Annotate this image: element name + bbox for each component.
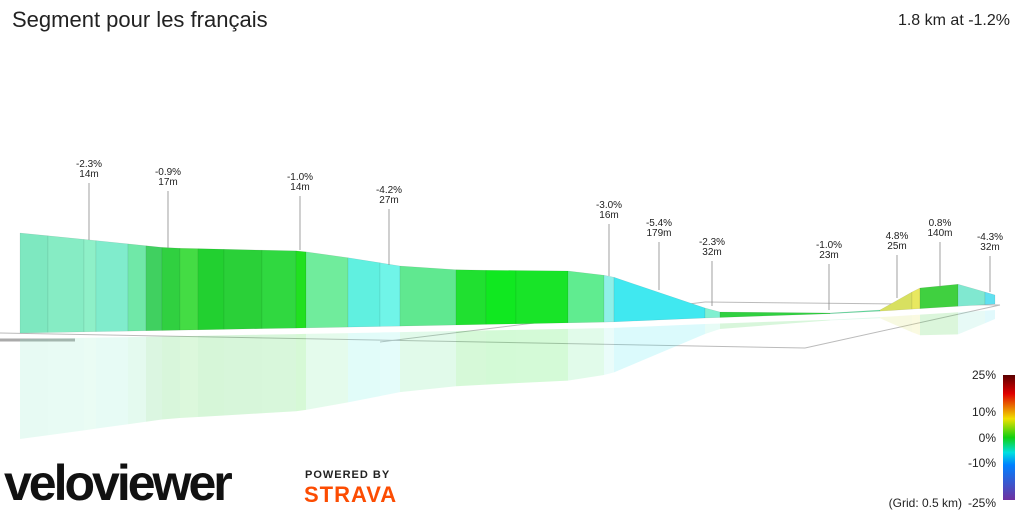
reflection-slice bbox=[912, 314, 920, 336]
summary: 1.8 km at -1.2% bbox=[898, 12, 1010, 29]
annotation-length: 16m bbox=[599, 210, 618, 221]
annotation-grade: 4.8% bbox=[886, 231, 909, 242]
profile-slice bbox=[295, 250, 307, 329]
profile-slice bbox=[347, 257, 381, 328]
reflection-slice bbox=[920, 312, 958, 336]
profile-slice bbox=[567, 270, 605, 324]
annotation-length: 140m bbox=[927, 228, 952, 239]
profile-slice bbox=[305, 251, 349, 329]
annotation-grade: -1.0% bbox=[816, 240, 842, 251]
reflection-slice bbox=[880, 315, 912, 333]
reflection-slice bbox=[84, 337, 96, 431]
profile-slice bbox=[719, 311, 831, 318]
profile-slice bbox=[19, 232, 49, 334]
annotation-grade: -0.9% bbox=[155, 167, 181, 178]
profile-slice bbox=[515, 270, 569, 325]
grid-note: (Grid: 0.5 km) bbox=[889, 496, 962, 510]
powered-by: POWERED BY bbox=[305, 469, 390, 481]
reflection-slice bbox=[400, 330, 456, 393]
profile-slice bbox=[613, 276, 706, 323]
legend-tick: 25% bbox=[972, 368, 996, 382]
profile-slice bbox=[179, 248, 199, 331]
profile-slice bbox=[455, 269, 487, 326]
reflection-slice bbox=[146, 336, 162, 422]
reflection-slice bbox=[604, 327, 614, 375]
reflection-slice bbox=[720, 319, 830, 329]
annotation-grade: 0.8% bbox=[929, 218, 952, 229]
reflection-slice bbox=[162, 336, 180, 420]
annotation-length: 32m bbox=[702, 247, 721, 258]
profile-slice bbox=[957, 283, 986, 307]
profile-slice bbox=[83, 239, 97, 333]
reflection-slice bbox=[705, 323, 720, 334]
legend-tick: 0% bbox=[979, 431, 997, 445]
reflection-slice bbox=[614, 324, 705, 373]
annotation-grade: -2.3% bbox=[76, 159, 102, 170]
annotations: -2.3%14m -0.9%17m -1.0%14m -4.2%27m -3.0%16m… bbox=[76, 159, 1003, 310]
reflection-slice bbox=[198, 335, 224, 417]
reflection-slice bbox=[516, 328, 568, 384]
reflection-slice bbox=[985, 310, 995, 324]
annotation-grade: -5.4% bbox=[646, 218, 672, 229]
reflection-slice bbox=[48, 337, 84, 436]
annotation-grade: -3.0% bbox=[596, 200, 622, 211]
reflection-slice bbox=[380, 332, 400, 397]
profile-slice bbox=[197, 248, 225, 331]
annotation-length: 27m bbox=[379, 195, 398, 206]
legend-tick: 10% bbox=[972, 405, 996, 419]
reflection-slice bbox=[262, 334, 296, 414]
profile-slice bbox=[145, 245, 163, 332]
reflection-slice bbox=[958, 310, 985, 335]
reflection-slice bbox=[456, 330, 486, 387]
reflection bbox=[20, 310, 995, 439]
profile-slice bbox=[603, 274, 615, 323]
elevation-profile bbox=[19, 232, 996, 334]
profile-slice bbox=[911, 287, 921, 310]
reflection-slice bbox=[128, 336, 146, 425]
logo: veloviewer bbox=[4, 455, 232, 511]
profile-slice bbox=[127, 243, 147, 332]
annotation-length: 14m bbox=[290, 182, 309, 193]
profile-slice bbox=[47, 235, 85, 333]
reflection-slice bbox=[306, 333, 348, 410]
profile-slice bbox=[879, 291, 913, 312]
profile-slice bbox=[223, 249, 263, 330]
legend-tick: -25% bbox=[968, 496, 996, 510]
reflection-slice bbox=[96, 337, 128, 429]
annotation-grade: -4.2% bbox=[376, 185, 402, 196]
annotation-grade: -4.3% bbox=[977, 232, 1003, 243]
annotation-length: 23m bbox=[819, 250, 838, 261]
annotation-length: 17m bbox=[158, 177, 177, 188]
color-bar bbox=[1003, 375, 1015, 500]
profile-slice bbox=[161, 247, 181, 331]
reflection-slice bbox=[568, 328, 604, 381]
reflection-slice bbox=[348, 332, 380, 403]
reflection-slice bbox=[180, 335, 198, 419]
reflection-slice bbox=[296, 333, 306, 412]
annotation-length: 32m bbox=[980, 242, 999, 253]
profile-slice bbox=[485, 269, 517, 325]
annotation-grade: -2.3% bbox=[699, 237, 725, 248]
legend-tick: -10% bbox=[968, 456, 996, 470]
annotation-length: 179m bbox=[646, 228, 671, 239]
profile-slice bbox=[399, 265, 457, 327]
profile-slice bbox=[95, 240, 129, 332]
reflection-slice bbox=[224, 334, 262, 416]
reflection-slice bbox=[830, 317, 880, 321]
reflection-slice bbox=[20, 338, 48, 439]
title: Segment pour les français bbox=[12, 7, 268, 32]
annotation-length: 25m bbox=[887, 241, 906, 252]
profile-slice bbox=[379, 262, 401, 327]
annotation-length: 14m bbox=[79, 169, 98, 180]
profile-slice bbox=[829, 309, 881, 314]
reflection-slice bbox=[486, 329, 516, 385]
annotation-grade: -1.0% bbox=[287, 172, 313, 183]
profile-slice bbox=[261, 249, 297, 329]
profile-slice bbox=[919, 283, 959, 309]
strava: STRAVA bbox=[304, 482, 397, 507]
profile-slice bbox=[704, 307, 721, 319]
profile-slice bbox=[984, 291, 996, 305]
